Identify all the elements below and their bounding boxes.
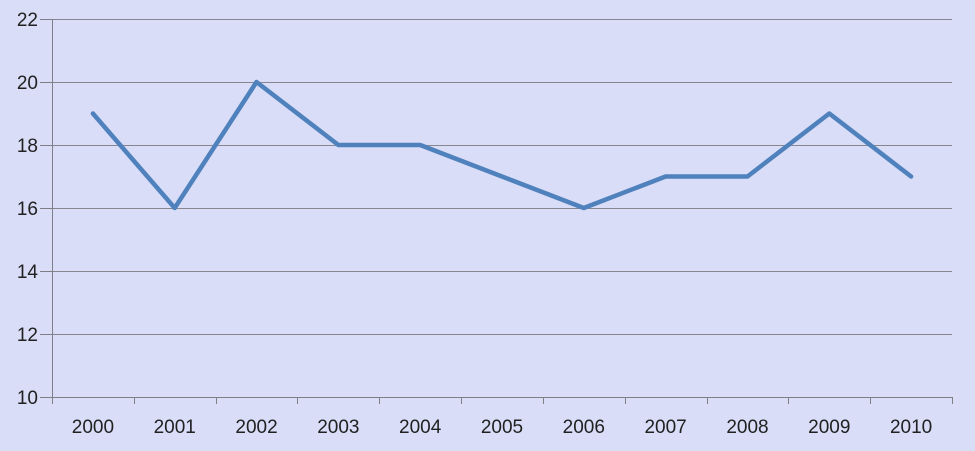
x-axis-tick-label: 2004 [399, 417, 442, 438]
y-axis-tick-label: 10 [17, 388, 38, 409]
x-axis-tick-label: 2005 [481, 417, 523, 438]
x-axis-tick-label: 2003 [317, 417, 359, 438]
x-axis-tick-label: 2002 [235, 417, 277, 438]
y-axis-tick-label: 16 [17, 199, 38, 220]
y-axis-tick-label: 22 [17, 10, 38, 31]
y-axis-tick-label: 14 [17, 262, 39, 283]
x-axis-tick-label: 2007 [644, 417, 686, 438]
x-axis-tick-label: 2001 [154, 417, 196, 438]
y-axis-tick-label: 20 [17, 73, 38, 94]
x-axis-tick-label: 2008 [726, 417, 768, 438]
y-axis-tick-label: 12 [17, 325, 38, 346]
x-axis-tick-label: 2010 [890, 417, 932, 438]
x-axis-tick-label: 2000 [72, 417, 114, 438]
x-axis-tick-label: 2006 [563, 417, 605, 438]
y-axis-tick-label: 18 [17, 136, 38, 157]
x-axis-tick-label: 2009 [808, 417, 850, 438]
data-series-line [90, 79, 914, 211]
